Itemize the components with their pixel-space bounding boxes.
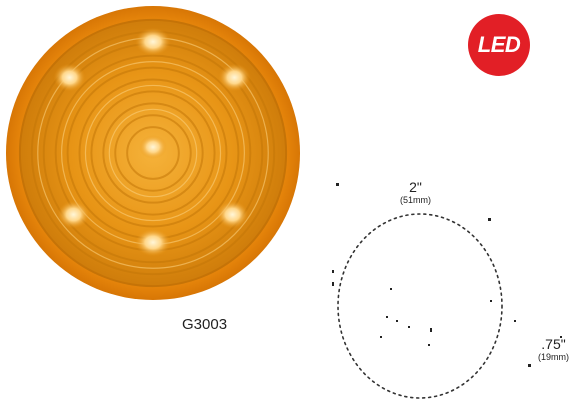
diameter-metric: (51mm) — [400, 195, 431, 205]
part-number: G3003 — [182, 316, 228, 333]
diameter-value: 2" — [409, 179, 422, 195]
depth-label: .75" (19mm) — [538, 337, 569, 363]
led-badge: LED — [468, 14, 530, 76]
marker-lamp-image — [5, 5, 301, 301]
led-badge-label: LED — [477, 32, 521, 57]
depth-value: .75" — [541, 336, 566, 352]
diameter-label: 2" (51mm) — [400, 180, 431, 206]
depth-metric: (19mm) — [538, 352, 569, 362]
led-glow-group — [53, 27, 251, 257]
dimension-drawing — [332, 183, 562, 399]
